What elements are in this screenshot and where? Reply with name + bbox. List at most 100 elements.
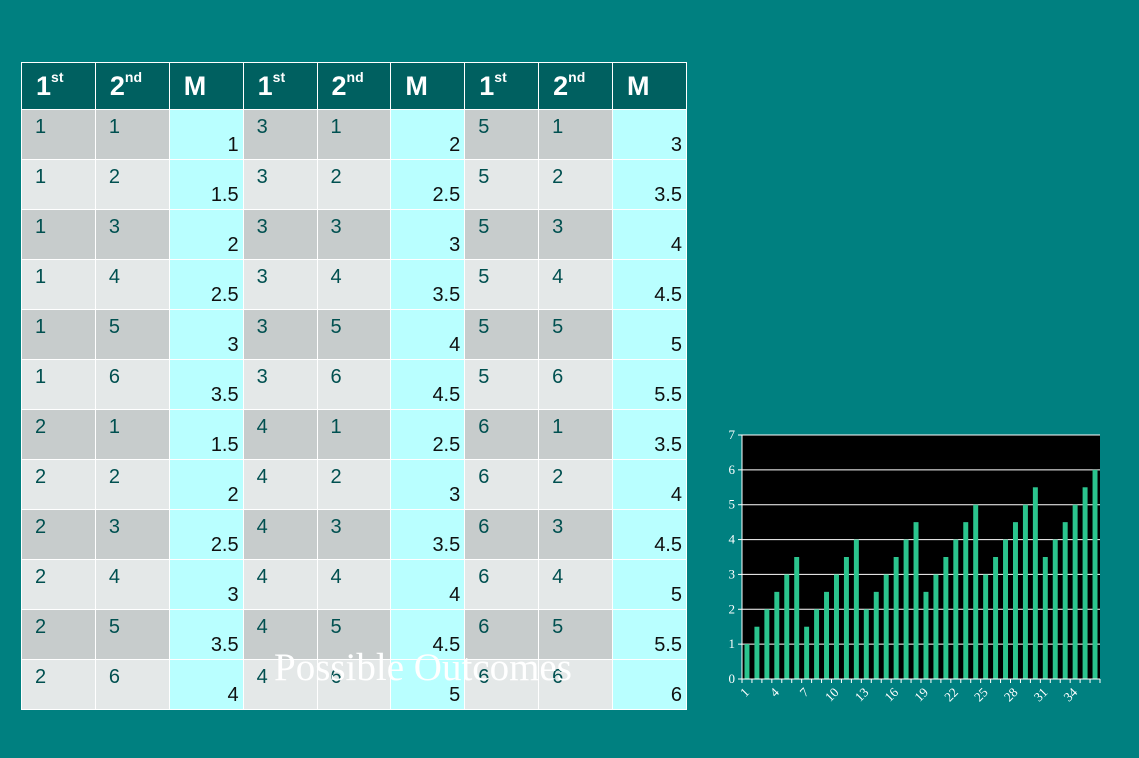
data-bar: [853, 539, 859, 679]
mean-cell: 4: [390, 309, 466, 360]
x-tick-label: 7: [797, 684, 813, 700]
data-bar: [1003, 539, 1009, 679]
y-tick-label: 6: [729, 462, 736, 477]
column-header: M: [168, 62, 244, 110]
die-value-cell: 4: [242, 659, 318, 710]
column-header-suffix: st: [51, 68, 64, 85]
die-value-cell: 4: [242, 609, 318, 660]
column-header: M: [390, 62, 466, 110]
y-tick-label: 4: [729, 532, 736, 547]
data-bar: [1042, 557, 1048, 679]
column-header-label: M: [627, 70, 650, 101]
die-value-cell: 5: [316, 609, 392, 660]
data-bar: [1092, 469, 1098, 679]
data-bar: [814, 609, 820, 679]
column-header-suffix: nd: [124, 68, 143, 85]
die-value-cell: 5: [94, 309, 170, 360]
die-value-cell: 1: [21, 209, 96, 260]
die-value-cell: 3: [316, 209, 392, 260]
die-value-cell: 3: [94, 509, 170, 560]
x-tick-label: 10: [822, 685, 842, 705]
data-bar: [963, 522, 969, 679]
table-row: 1 4 2.5 3 4 3.5 5 4 4.5: [21, 259, 687, 310]
x-tick-label: 4: [767, 684, 783, 700]
die-value-cell: 6: [538, 359, 613, 410]
die-value-cell: 3: [242, 359, 318, 410]
data-bar: [794, 557, 800, 679]
mean-cell: 1: [168, 109, 244, 160]
die-value-cell: 2: [21, 659, 96, 710]
column-header-label: 2: [109, 70, 125, 101]
column-header: 1st: [21, 62, 96, 110]
die-value-cell: 2: [538, 159, 613, 210]
die-value-cell: 2: [94, 159, 170, 210]
column-header-suffix: st: [272, 68, 286, 85]
die-value-cell: 6: [464, 459, 540, 510]
die-value-cell: 6: [464, 509, 540, 560]
data-bar: [1032, 487, 1038, 679]
die-value-cell: 5: [94, 609, 170, 660]
mean-cell: 3.5: [612, 159, 687, 210]
die-value-cell: 6: [316, 659, 392, 710]
mean-cell: 3.5: [168, 359, 244, 410]
die-value-cell: 4: [94, 259, 170, 310]
data-bar: [764, 609, 770, 679]
die-value-cell: 3: [242, 159, 318, 210]
die-value-cell: 1: [21, 309, 96, 360]
die-value-cell: 2: [21, 559, 96, 610]
column-header-label: 2: [553, 70, 569, 101]
mean-cell: 1.5: [168, 159, 244, 210]
mean-cell: 4.5: [390, 359, 466, 410]
data-bar: [873, 591, 879, 679]
mean-cell: 3.5: [168, 609, 244, 660]
column-header: 2nd: [316, 62, 392, 110]
x-tick-label: 22: [941, 685, 961, 705]
die-value-cell: 4: [94, 559, 170, 610]
die-value-cell: 4: [538, 259, 613, 310]
mean-cell: 2.5: [168, 259, 244, 310]
plot-area: [742, 435, 1100, 679]
column-header: 1st: [464, 62, 540, 110]
mean-cell: 5: [612, 559, 687, 610]
mean-cell: 2: [168, 209, 244, 260]
data-bar: [1012, 522, 1018, 679]
mean-cell: 6: [612, 659, 687, 710]
data-bar: [863, 609, 869, 679]
die-value-cell: 1: [94, 109, 170, 160]
data-bar: [923, 591, 929, 679]
y-tick-label: 1: [729, 636, 736, 651]
data-bar: [953, 539, 959, 679]
die-value-cell: 1: [316, 409, 392, 460]
mean-cell: 3: [612, 109, 687, 160]
data-bar: [804, 626, 810, 679]
die-value-cell: 6: [538, 659, 613, 710]
die-value-cell: 1: [21, 259, 96, 310]
mean-cell: 3: [168, 309, 244, 360]
die-value-cell: 2: [21, 609, 96, 660]
die-value-cell: 2: [538, 459, 613, 510]
die-value-cell: 3: [538, 509, 613, 560]
die-value-cell: 4: [316, 259, 392, 310]
x-tick-label: 28: [1001, 685, 1021, 705]
die-value-cell: 1: [538, 409, 613, 460]
mean-cell: 4.5: [390, 609, 466, 660]
die-value-cell: 3: [538, 209, 613, 260]
x-tick-label: 34: [1060, 684, 1080, 704]
die-value-cell: 6: [464, 609, 540, 660]
column-header-label: 1: [257, 70, 273, 101]
die-value-cell: 5: [464, 159, 540, 210]
x-tick-label: 31: [1031, 685, 1051, 705]
die-value-cell: 1: [316, 109, 392, 160]
die-value-cell: 5: [464, 109, 540, 160]
mean-cell: 2.5: [390, 409, 466, 460]
data-bar: [903, 539, 909, 679]
data-bar: [824, 591, 830, 679]
mean-cell: 2: [168, 459, 244, 510]
die-value-cell: 6: [94, 359, 170, 410]
table-row: 2 3 2.5 4 3 3.5 6 3 4.5: [21, 509, 687, 560]
data-bar: [784, 574, 790, 679]
table-body: 1 1 1 3 1 2 5 1 3 1 2 1.5 3 2 2.5 5 2 3.5 1 3 2 3 3 3 5 3 4 1 4 2.5 3 4…: [21, 109, 687, 710]
data-bar: [883, 574, 889, 679]
